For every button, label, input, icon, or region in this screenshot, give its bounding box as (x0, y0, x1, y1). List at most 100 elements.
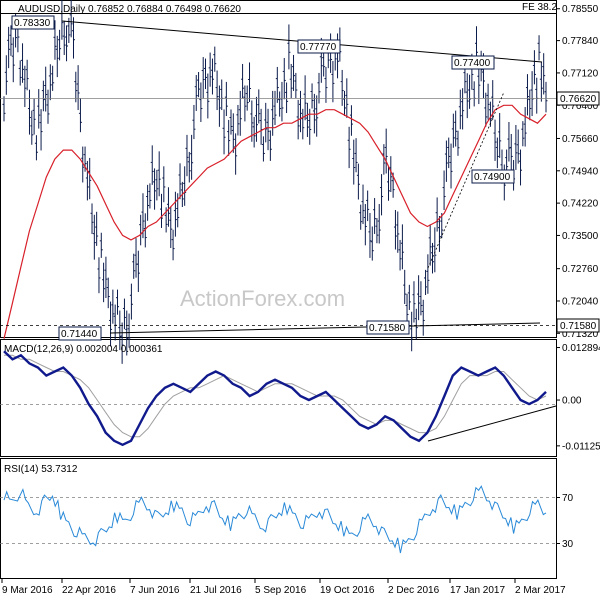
price-bar (81, 146, 85, 183)
price-bar (356, 163, 360, 200)
price-bar (148, 183, 152, 209)
fe-label: FE 38.2 (522, 2, 557, 13)
price-bar (361, 184, 365, 225)
price-bar (412, 281, 416, 323)
price-bar (97, 257, 101, 294)
price-bar (34, 135, 38, 161)
price-bar (368, 212, 372, 258)
annotation-high-2: 0.77770 (297, 39, 341, 54)
price-bar (122, 298, 126, 330)
macd-y-tick-label: 0.00 (562, 396, 582, 407)
price-bar (194, 75, 198, 111)
x-axis: 9 Mar 2016 22 Apr 2016 7 Jun 2016 21 Jul 20… (1, 579, 566, 596)
price-y-tick-label: 0.78550 (562, 4, 599, 15)
price-bar (120, 322, 124, 364)
price-y-tick-label: 0.73500 (562, 231, 599, 242)
price-bar (542, 53, 546, 95)
price-bar (127, 313, 131, 348)
x-tick-label: 19 Oct 2016 (320, 585, 375, 596)
rsi-y-axis: 70 30 (556, 493, 574, 550)
price-bar (51, 65, 55, 91)
price-bar (424, 269, 428, 295)
price-bar (544, 81, 548, 113)
price-y-tick-label: 0.77840 (562, 36, 599, 47)
annotation-high-3: 0.77400 (451, 55, 495, 70)
last-price-callout: 0.76620 (556, 91, 600, 106)
price-bar (153, 168, 157, 210)
price-bar (310, 83, 314, 109)
price-bar (7, 26, 11, 69)
price-bar (532, 50, 536, 85)
price-bar (192, 104, 196, 140)
price-bar (55, 35, 59, 78)
price-bar (201, 57, 205, 99)
price-bar (363, 204, 367, 246)
price-bar (266, 108, 270, 151)
price-bar (74, 71, 78, 103)
macd-title: MACD(12,26,9) 0.002004 0.000361 (4, 344, 163, 355)
svg-text:0.76620: 0.76620 (560, 94, 597, 105)
price-bar (345, 78, 349, 118)
price-bar (373, 198, 377, 234)
price-bar (519, 149, 523, 186)
price-bar (285, 82, 289, 114)
x-tick-label: 21 Jul 2016 (190, 585, 242, 596)
price-bar (525, 74, 529, 116)
price-bar (136, 250, 140, 293)
price-bar (437, 215, 441, 252)
price-bar (417, 275, 421, 321)
price-bar (155, 169, 159, 201)
price-bar (447, 137, 451, 169)
price-bar (146, 184, 150, 221)
price-bar (53, 20, 57, 60)
price-bar (129, 283, 133, 320)
price-bar (224, 81, 228, 117)
price-bar (185, 134, 189, 177)
price-bar (315, 95, 319, 137)
price-bar (39, 109, 43, 151)
price-bar (150, 145, 154, 185)
price-bar (99, 232, 103, 258)
price-y-tick-label: 0.71320 (562, 329, 599, 340)
price-bar (410, 311, 414, 352)
price-bar (289, 63, 293, 99)
price-bar (366, 190, 370, 222)
price-bar (442, 170, 446, 211)
price-bar (331, 60, 335, 103)
price-bar (444, 140, 448, 182)
x-tick-label: 7 Jun 2016 (130, 585, 180, 596)
x-tick-label: 2 Dec 2016 (388, 585, 440, 596)
price-bar (440, 212, 444, 239)
price-bar (384, 128, 388, 174)
price-bar (222, 109, 226, 155)
price-bar (523, 107, 527, 147)
price-bar (243, 85, 247, 122)
price-bar (46, 89, 50, 124)
price-bar (118, 310, 122, 351)
price-bar (109, 301, 113, 347)
price-bar (435, 197, 439, 232)
price-bar (537, 35, 541, 61)
price-bar (48, 64, 52, 101)
price-y-tick-label: 0.74220 (562, 199, 599, 210)
price-y-tick-label: 0.75660 (562, 134, 599, 145)
price-bar (386, 166, 390, 201)
price-bar (30, 110, 34, 145)
price-y-tick-label: 0.74940 (562, 166, 599, 177)
price-bar (106, 277, 110, 309)
price-bar (187, 151, 191, 183)
price-bar (278, 91, 282, 117)
x-tick-label: 17 Jan 2017 (450, 585, 505, 596)
price-bar (461, 88, 465, 130)
price-bar (169, 206, 173, 249)
price-bar (18, 60, 22, 86)
svg-text:0.78330: 0.78330 (14, 18, 51, 29)
price-bar (282, 57, 286, 100)
price-bar (403, 269, 407, 304)
price-bar (280, 81, 284, 122)
price-bar (308, 108, 312, 145)
price-bar (347, 126, 351, 169)
price-bar (324, 66, 328, 103)
price-bar (287, 24, 291, 70)
price-bar (248, 62, 252, 102)
